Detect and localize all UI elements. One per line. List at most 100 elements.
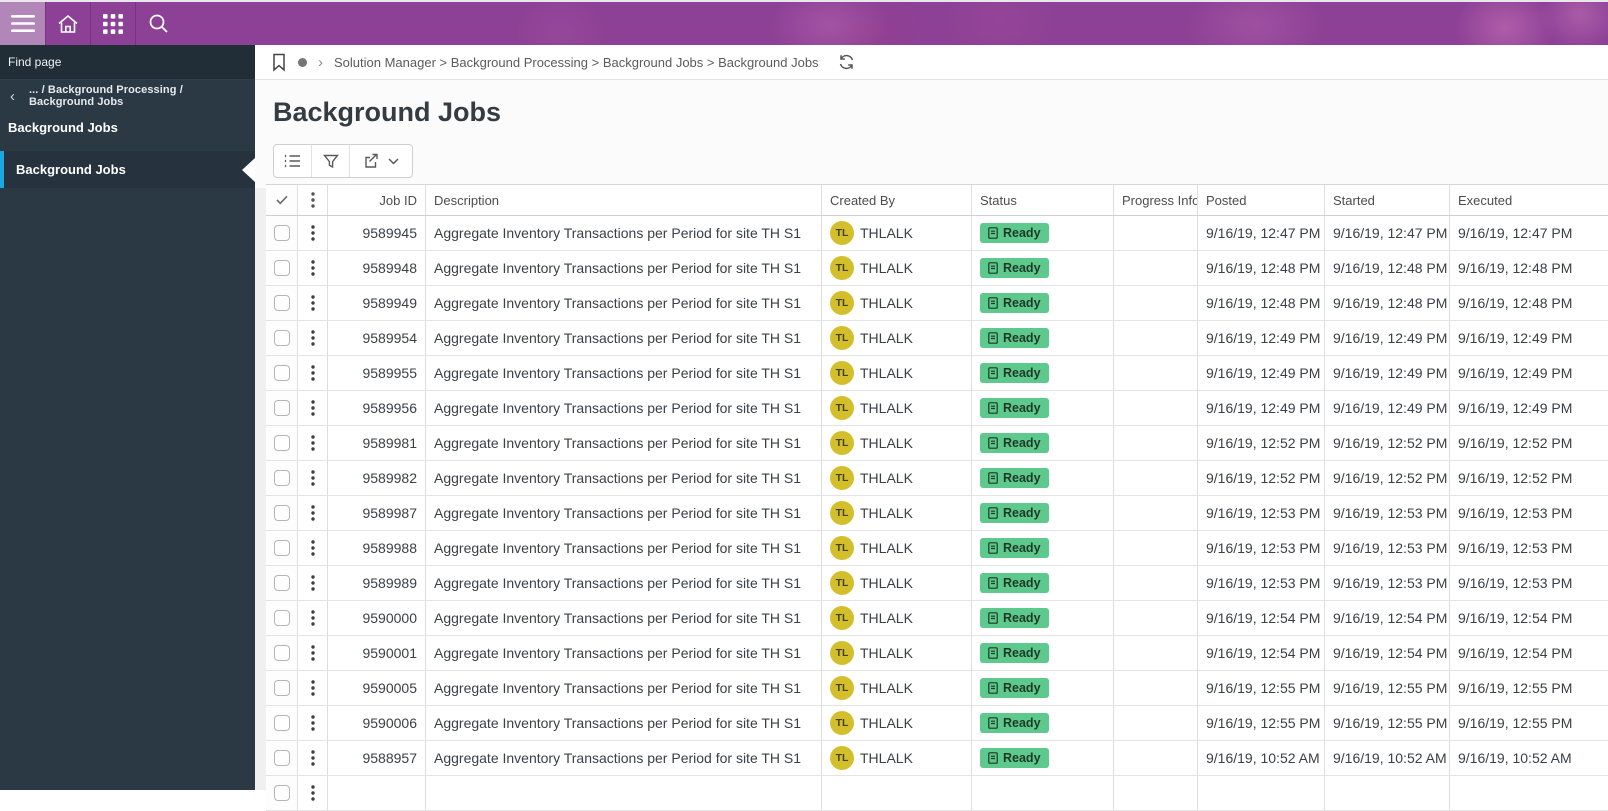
row-checkbox[interactable] xyxy=(274,400,290,416)
started-cell: 9/16/19, 12:53 PM xyxy=(1325,566,1450,600)
kebab-icon[interactable] xyxy=(311,785,315,801)
sidebar-item-background-jobs[interactable]: Background Jobs xyxy=(0,151,255,188)
row-checkbox[interactable] xyxy=(274,365,290,381)
kebab-icon[interactable] xyxy=(311,400,315,416)
kebab-icon[interactable] xyxy=(311,470,315,486)
row-checkbox[interactable] xyxy=(274,470,290,486)
row-checkbox[interactable] xyxy=(274,260,290,276)
executed-cell: 9/16/19, 12:53 PM xyxy=(1450,496,1608,530)
created-by-cell: TL THLALK xyxy=(822,706,972,740)
find-page-input[interactable]: Find page xyxy=(0,45,255,80)
column-header-created-by[interactable]: Created By xyxy=(822,185,972,215)
status-cell: Ready xyxy=(972,286,1114,320)
column-header-posted[interactable]: Posted xyxy=(1198,185,1325,215)
started-cell: 9/16/19, 12:52 PM xyxy=(1325,426,1450,460)
table-row[interactable]: 9589988 Aggregate Inventory Transactions… xyxy=(266,531,1608,566)
table-row[interactable]: 9588957 Aggregate Inventory Transactions… xyxy=(266,741,1608,776)
row-checkbox[interactable] xyxy=(274,435,290,451)
status-cell: Ready xyxy=(972,531,1114,565)
table-row[interactable]: 9589956 Aggregate Inventory Transactions… xyxy=(266,391,1608,426)
menu-icon[interactable] xyxy=(0,2,45,45)
app-grid-icon[interactable] xyxy=(90,2,135,45)
sidebar-breadcrumb-path[interactable]: ... / Background Processing / Background… xyxy=(29,84,245,108)
table-row[interactable]: 9589954 Aggregate Inventory Transactions… xyxy=(266,321,1608,356)
row-checkbox[interactable] xyxy=(274,715,290,731)
progress-info-cell xyxy=(1114,356,1198,390)
kebab-icon[interactable] xyxy=(311,225,315,241)
table-row[interactable]: 9590000 Aggregate Inventory Transactions… xyxy=(266,601,1608,636)
row-checkbox[interactable] xyxy=(274,540,290,556)
kebab-icon[interactable] xyxy=(311,505,315,521)
table-row[interactable]: 9589987 Aggregate Inventory Transactions… xyxy=(266,496,1608,531)
posted-cell: 9/16/19, 12:49 PM xyxy=(1198,356,1325,390)
kebab-icon[interactable] xyxy=(311,330,315,346)
table-row[interactable]: 9589949 Aggregate Inventory Transactions… xyxy=(266,286,1608,321)
ready-status-icon xyxy=(988,612,998,624)
row-checkbox[interactable] xyxy=(274,225,290,241)
table-row[interactable]: 9589981 Aggregate Inventory Transactions… xyxy=(266,426,1608,461)
kebab-icon[interactable] xyxy=(311,575,315,591)
select-all-header[interactable] xyxy=(266,185,298,215)
created-by-name: THLALK xyxy=(860,680,913,696)
row-checkbox[interactable] xyxy=(274,610,290,626)
column-header-executed[interactable]: Executed xyxy=(1450,185,1608,215)
progress-info-cell xyxy=(1114,636,1198,670)
table-row[interactable]: 9589989 Aggregate Inventory Transactions… xyxy=(266,566,1608,601)
refresh-icon[interactable] xyxy=(838,54,855,70)
table-header-row: Job ID Description Created By Status Pro… xyxy=(266,185,1608,216)
kebab-icon[interactable] xyxy=(311,610,315,626)
kebab-icon[interactable] xyxy=(311,680,315,696)
row-checkbox[interactable] xyxy=(274,575,290,591)
kebab-icon[interactable] xyxy=(311,435,315,451)
column-header-status[interactable]: Status xyxy=(972,185,1114,215)
kebab-icon xyxy=(311,192,315,208)
search-icon[interactable] xyxy=(135,2,180,45)
posted-cell: 9/16/19, 12:48 PM xyxy=(1198,251,1325,285)
table-row[interactable]: 9589982 Aggregate Inventory Transactions… xyxy=(266,461,1608,496)
table-row[interactable]: 9590006 Aggregate Inventory Transactions… xyxy=(266,706,1608,741)
back-chevron-icon[interactable]: ‹ xyxy=(10,89,15,104)
row-checkbox[interactable] xyxy=(274,295,290,311)
row-menu-header[interactable] xyxy=(298,185,328,215)
status-label: Ready xyxy=(1003,296,1041,310)
column-header-description[interactable]: Description xyxy=(426,185,822,215)
check-icon xyxy=(276,195,288,205)
row-checkbox[interactable] xyxy=(274,680,290,696)
table-row[interactable]: 9590005 Aggregate Inventory Transactions… xyxy=(266,671,1608,706)
kebab-icon[interactable] xyxy=(311,750,315,766)
kebab-icon[interactable] xyxy=(311,645,315,661)
kebab-icon[interactable] xyxy=(311,295,315,311)
ready-status-icon xyxy=(988,542,998,554)
table-row[interactable]: 9589945 Aggregate Inventory Transactions… xyxy=(266,216,1608,251)
created-by-cell: TL THLALK xyxy=(822,356,972,390)
row-checkbox[interactable] xyxy=(274,785,290,801)
description-cell: Aggregate Inventory Transactions per Per… xyxy=(426,321,822,355)
ready-status-icon xyxy=(988,752,998,764)
created-by-cell: TL THLALK xyxy=(822,566,972,600)
column-header-started[interactable]: Started xyxy=(1325,185,1450,215)
kebab-icon[interactable] xyxy=(311,540,315,556)
avatar: TL xyxy=(830,396,854,420)
column-header-progress-info[interactable]: Progress Info xyxy=(1114,185,1198,215)
bookmark-icon[interactable] xyxy=(271,53,287,72)
started-cell: 9/16/19, 12:49 PM xyxy=(1325,321,1450,355)
row-checkbox[interactable] xyxy=(274,505,290,521)
kebab-icon[interactable] xyxy=(311,365,315,381)
export-button[interactable] xyxy=(350,145,412,177)
kebab-icon[interactable] xyxy=(311,260,315,276)
job-id-cell: 9589982 xyxy=(328,461,426,495)
column-header-job-id[interactable]: Job ID xyxy=(328,185,426,215)
table-row[interactable]: 9589948 Aggregate Inventory Transactions… xyxy=(266,251,1608,286)
list-view-icon[interactable] xyxy=(274,145,312,177)
table-row[interactable]: 9590001 Aggregate Inventory Transactions… xyxy=(266,636,1608,671)
status-cell: Ready xyxy=(972,671,1114,705)
row-checkbox[interactable] xyxy=(274,750,290,766)
home-icon[interactable] xyxy=(45,2,90,45)
row-checkbox[interactable] xyxy=(274,645,290,661)
row-checkbox[interactable] xyxy=(274,330,290,346)
selected-item-notch xyxy=(242,158,255,182)
kebab-icon[interactable] xyxy=(311,715,315,731)
table-row[interactable]: 9589955 Aggregate Inventory Transactions… xyxy=(266,356,1608,391)
progress-info-cell xyxy=(1114,216,1198,250)
filter-icon[interactable] xyxy=(312,145,350,177)
